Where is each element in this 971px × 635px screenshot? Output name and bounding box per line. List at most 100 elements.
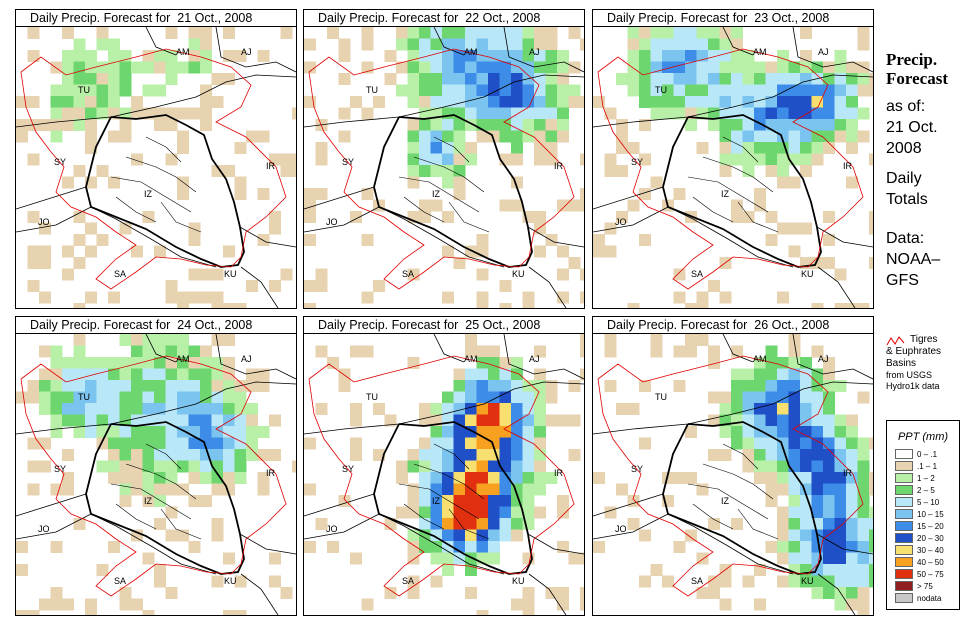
precip-cell (499, 518, 512, 530)
forecast-panel-6: Daily Precip. Forecast for 26 Oct., 2008… (592, 316, 874, 616)
totals-label: Totals (886, 191, 928, 208)
precip-cell (846, 587, 858, 599)
precip-cell (476, 96, 489, 108)
precip-cell (211, 437, 224, 450)
precip-cell (476, 345, 489, 358)
precip-cell (361, 38, 374, 51)
precip-cell (476, 460, 489, 473)
basin-legend: Tigres & Euphrates Basins from USGS Hydr… (886, 334, 941, 392)
country-label-iz: IZ (721, 496, 730, 506)
precip-cell (846, 96, 858, 108)
precip-cell (522, 391, 535, 404)
precip-cell (131, 598, 143, 611)
precip-cell (765, 414, 778, 427)
precip-cell (800, 222, 812, 235)
precip-cell (154, 368, 166, 381)
precip-cell (499, 495, 512, 507)
precip-cell (165, 280, 178, 292)
country-border (304, 206, 380, 233)
precip-cell (534, 483, 546, 496)
precip-cell (834, 84, 847, 97)
precip-cell (823, 234, 835, 246)
precip-cell (545, 130, 558, 143)
precip-cell (315, 345, 328, 358)
precip-cell (419, 38, 431, 51)
precip-cell (453, 188, 466, 200)
precip-cell (522, 107, 535, 120)
precip-cell (754, 84, 766, 97)
precip-cell (188, 460, 201, 473)
precip-cell (304, 61, 316, 74)
precip-cell (823, 119, 835, 131)
precip-cell (188, 291, 201, 304)
precip-cell (476, 483, 489, 496)
province-border (403, 196, 445, 223)
precip-cell (165, 437, 178, 450)
precip-cell (62, 27, 74, 39)
precip-cell (708, 61, 720, 74)
precip-cell (777, 96, 789, 108)
precip-cell (50, 380, 63, 392)
precip-cell (580, 345, 584, 358)
precip-cell (846, 506, 858, 519)
precip-cell (419, 403, 431, 415)
precip-cell (430, 575, 443, 588)
precip-cell (154, 518, 166, 530)
precip-cell (488, 73, 500, 85)
country-border (817, 573, 856, 615)
precip-cell (430, 27, 443, 39)
precip-cell (857, 541, 870, 553)
precip-cell (522, 50, 535, 62)
country-border (145, 27, 177, 56)
precip-cell (639, 27, 651, 39)
precip-cell (788, 506, 801, 519)
precip-cell (708, 27, 720, 39)
precip-cell (119, 84, 132, 97)
precip-cell (96, 357, 109, 369)
precip-cell (350, 96, 362, 108)
country-label-ku: KU (801, 269, 814, 279)
precip-cell (834, 107, 847, 120)
precip-cell (545, 234, 558, 246)
province-border (160, 201, 202, 233)
precip-cell (731, 27, 743, 39)
precip-cell (142, 437, 155, 450)
precip-cell (545, 391, 558, 404)
country-border (304, 513, 380, 540)
precip-cell (834, 598, 847, 611)
legend-label: 10 – 15 (917, 510, 944, 519)
precip-cell (696, 84, 709, 97)
legend-swatch (895, 485, 913, 495)
precip-cell (811, 96, 824, 108)
precip-cell (119, 50, 132, 62)
precip-cell (511, 460, 523, 473)
precip-cell (142, 61, 155, 74)
precip-cell (511, 598, 523, 611)
precip-cell (616, 130, 628, 143)
country-border (16, 513, 92, 540)
precip-cell (557, 495, 569, 507)
precip-cell (27, 27, 40, 39)
precip-cell (108, 391, 120, 404)
precip-cell (234, 188, 247, 200)
precip-cell (430, 518, 443, 530)
precip-cell (407, 142, 420, 154)
province-border (737, 201, 779, 233)
precip-cell (85, 391, 97, 404)
legend-label: 0 – .1 (917, 450, 938, 459)
precip-cell (499, 403, 512, 415)
precip-cell (234, 437, 247, 450)
precip-cell (580, 268, 584, 281)
precip-cell (754, 142, 766, 154)
precip-cell (627, 303, 640, 308)
precip-cell (27, 483, 40, 496)
precip-cell (27, 280, 40, 292)
precip-cell (823, 472, 835, 484)
precip-cell (511, 506, 523, 519)
precip-cell (777, 518, 789, 530)
precip-cell (857, 303, 870, 308)
precip-cell (534, 142, 546, 154)
precip-cell (534, 414, 546, 427)
precip-cell (453, 495, 466, 507)
